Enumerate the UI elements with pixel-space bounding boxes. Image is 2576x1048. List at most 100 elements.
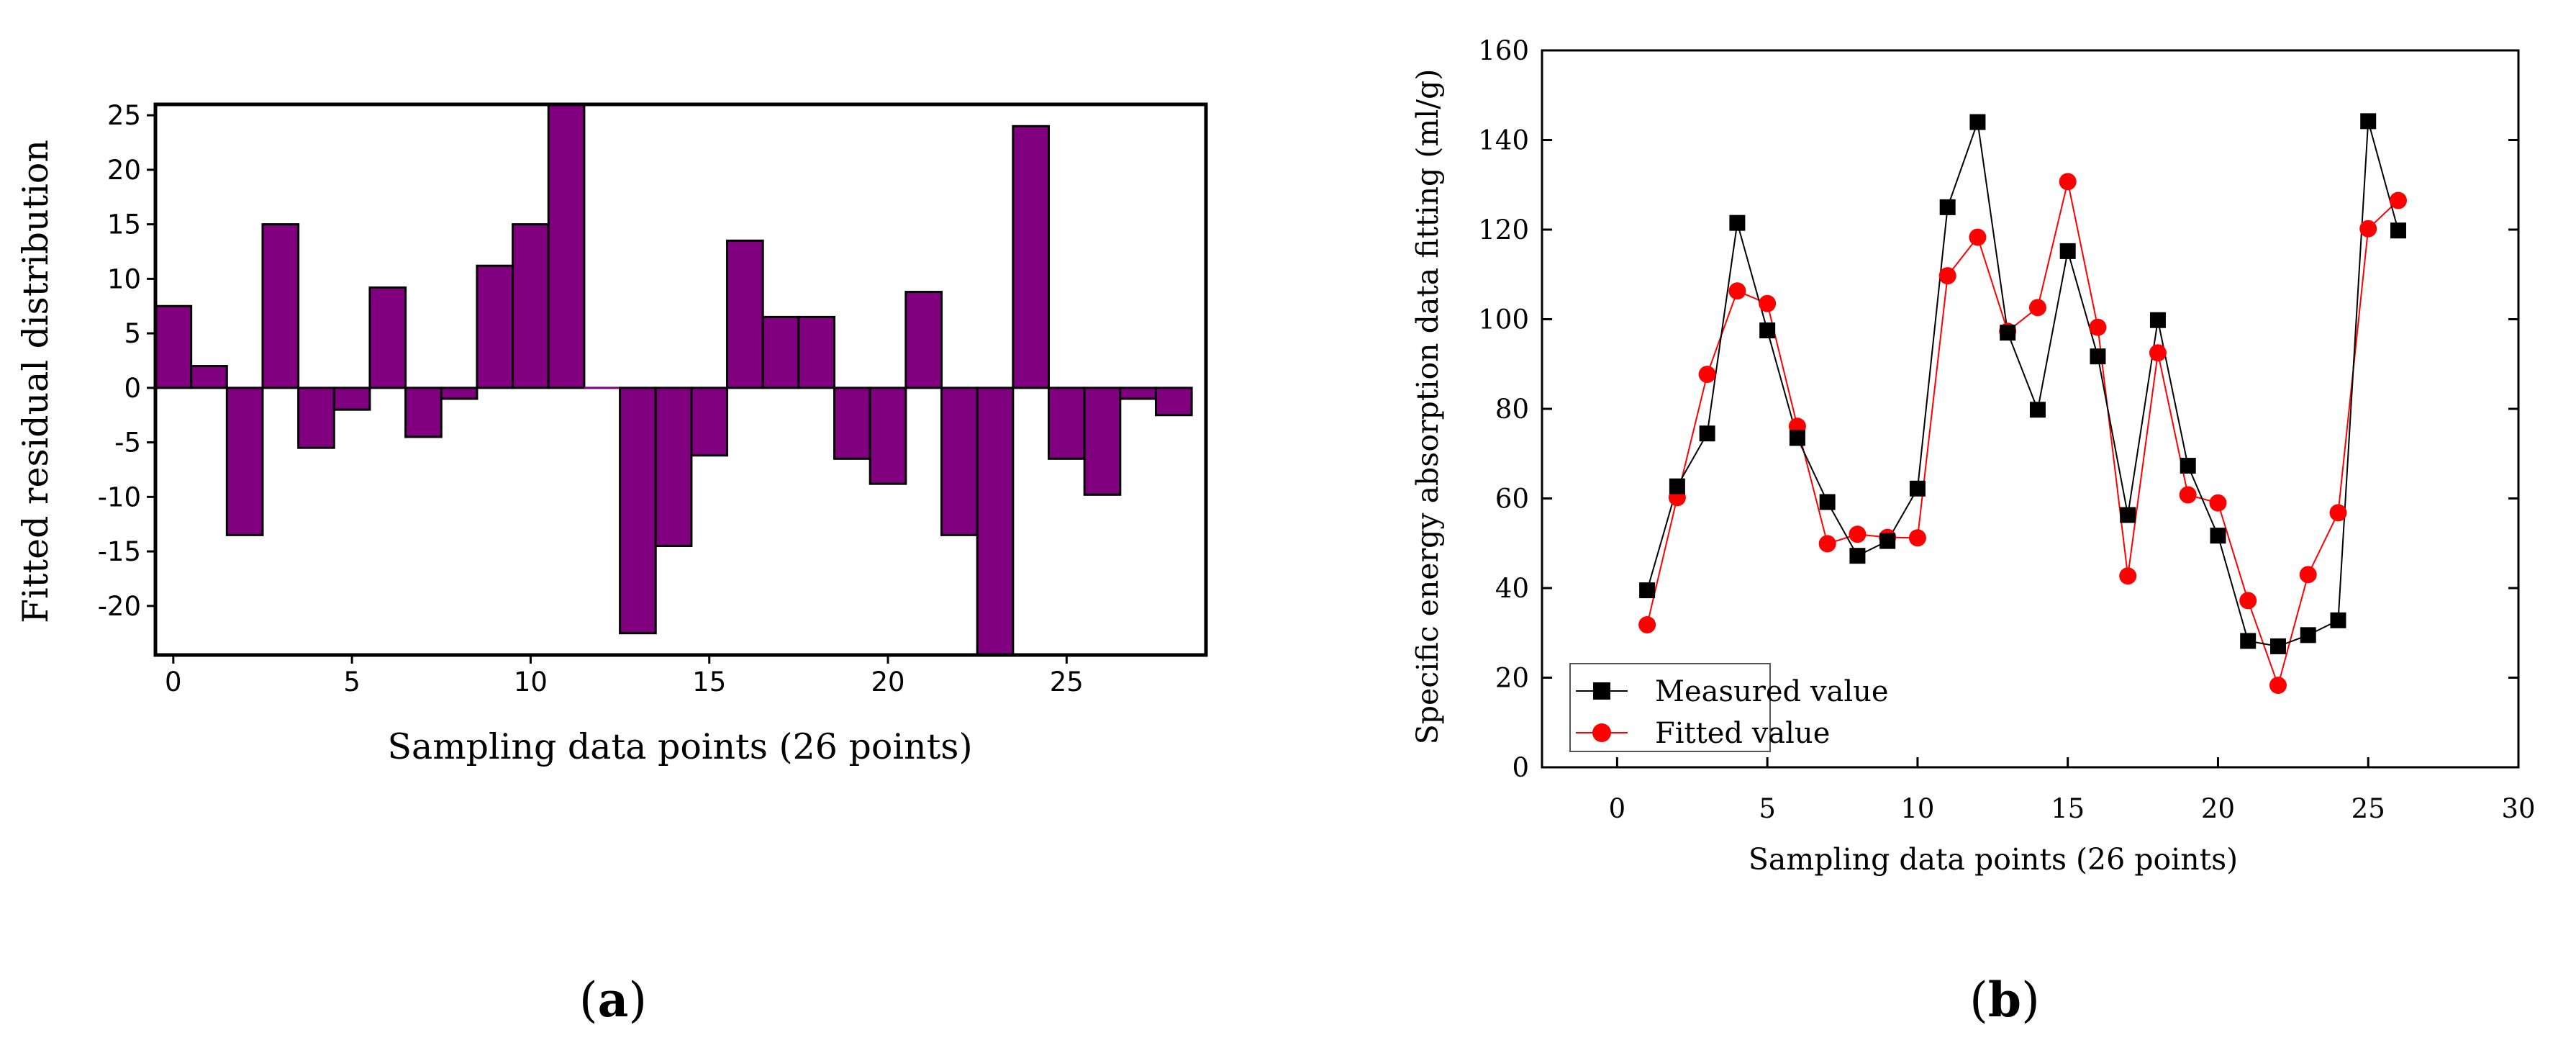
fitting-series-lines xyxy=(1646,121,2399,688)
fitted-point xyxy=(1908,529,1926,547)
fitting-x-tick-label: 10 xyxy=(1900,793,1934,824)
measured-point xyxy=(2390,222,2406,239)
legend-measured-label: Measured value xyxy=(1655,675,1889,708)
measured-point xyxy=(2330,612,2346,628)
fitting-y-tick-label: 120 xyxy=(1478,214,1529,245)
fitted-point xyxy=(1938,267,1956,285)
fitted-point xyxy=(2028,299,2046,317)
residual-x-tick-label: 20 xyxy=(871,667,904,697)
residual-bar xyxy=(940,387,979,536)
fitting-y-tick-label: 60 xyxy=(1495,484,1529,515)
residual-bar xyxy=(261,223,300,389)
residual-bar xyxy=(512,223,550,389)
fitting-x-tick-label: 0 xyxy=(1609,793,1626,824)
series-line-fitted xyxy=(1646,181,2399,688)
residual-y-tick-label: -15 xyxy=(98,536,141,567)
residual-bar xyxy=(1047,387,1086,460)
measured-point xyxy=(1639,582,1656,599)
residual-bar xyxy=(869,387,907,485)
fitted-point xyxy=(2209,494,2227,512)
residual-bar xyxy=(904,291,943,389)
fitted-point xyxy=(2149,344,2167,362)
fitting-series-markers xyxy=(1638,113,2407,695)
fitting-y-tick-label: 100 xyxy=(1478,304,1529,335)
measured-point xyxy=(1789,430,1805,446)
fitting-legend: Measured value Fitted value xyxy=(1569,663,1889,752)
measured-point xyxy=(2300,627,2316,643)
residual-x-axis-label: Sampling data points (26 points) xyxy=(387,726,972,767)
measured-point xyxy=(1759,322,1776,339)
panel-b-caption: (b) xyxy=(1969,972,2040,1028)
residual-bar xyxy=(154,304,193,389)
residual-bar xyxy=(1154,387,1193,417)
fitted-point xyxy=(2359,220,2377,238)
residual-bar xyxy=(440,387,479,400)
residual-x-tick-label: 15 xyxy=(692,667,726,697)
legend-measured-marker xyxy=(1593,682,1610,700)
measured-point xyxy=(1699,425,1715,442)
residual-bar xyxy=(690,387,729,457)
fitting-y-tick-label: 160 xyxy=(1478,35,1529,66)
measured-point xyxy=(2059,243,2076,259)
panel-a-residual-chart: Fitted residual distribution Sampling da… xyxy=(15,100,1208,1028)
fitted-point xyxy=(2239,592,2257,610)
fitting-y-tick-label: 0 xyxy=(1512,752,1529,783)
residual-bar xyxy=(404,387,443,438)
residual-bar xyxy=(547,103,586,389)
fitted-point xyxy=(1728,282,1746,300)
residual-bar xyxy=(976,387,1015,656)
fitted-point xyxy=(1818,535,1836,553)
measured-point xyxy=(2360,113,2377,130)
measured-point xyxy=(2120,507,2136,523)
measured-point xyxy=(1879,533,1896,549)
measured-point xyxy=(2029,402,2046,418)
fitting-plot-frame xyxy=(1541,49,2520,769)
residual-y-tick-label: 10 xyxy=(107,263,141,294)
residual-bar xyxy=(190,365,228,389)
fitted-point xyxy=(1969,228,1987,246)
residual-x-tick-label: 10 xyxy=(514,667,548,697)
residual-bar xyxy=(476,264,514,389)
residual-bar xyxy=(1083,387,1122,496)
residual-y-tick-label: -5 xyxy=(114,428,141,458)
residual-bar xyxy=(1012,125,1050,389)
residual-bar xyxy=(1119,387,1157,400)
residual-bar xyxy=(332,387,371,411)
fitted-point xyxy=(1638,616,1656,634)
fitted-point xyxy=(2299,566,2317,584)
residual-bar xyxy=(619,387,657,635)
residual-bar xyxy=(368,286,407,389)
residual-bar xyxy=(225,387,264,536)
residual-y-tick-label: 0 xyxy=(124,373,141,404)
fitted-point xyxy=(2179,486,2197,504)
fitting-x-tick-label: 25 xyxy=(2351,793,2385,824)
fitted-point xyxy=(2119,567,2137,585)
fitted-point xyxy=(1759,294,1777,312)
fitted-point xyxy=(1698,366,1716,384)
fitted-point xyxy=(2269,677,2287,695)
measured-point xyxy=(2269,638,2286,654)
panel-b-fitting-chart: Specific energy absorption data fitting … xyxy=(1410,35,2536,1028)
fitted-point xyxy=(2329,504,2347,522)
residual-bars xyxy=(154,103,1193,656)
measured-point xyxy=(1939,199,1956,215)
fitting-y-axis-label: Specific energy absorption data fitting … xyxy=(1410,69,1445,745)
measured-point xyxy=(2149,312,2166,328)
fitting-y-tick-label: 80 xyxy=(1495,394,1529,425)
fitting-y-tick-label: 40 xyxy=(1495,573,1529,604)
residual-y-tick-label: 15 xyxy=(107,209,141,240)
residual-y-tick-label: -20 xyxy=(98,591,141,622)
measured-point xyxy=(1849,548,1866,564)
fitting-ticks: 0 20 40 60 80 100 120 140 160 0 5 10 15 20 25 30 xyxy=(1478,35,2535,824)
fitted-point xyxy=(2059,173,2077,191)
measured-point xyxy=(1669,478,1685,494)
residual-y-tick-label: 5 xyxy=(124,318,141,349)
residual-bar xyxy=(726,239,764,389)
measured-point xyxy=(2090,348,2106,365)
measured-point xyxy=(2000,325,2016,341)
residual-ticks: 25 20 15 10 5 0 -5 -10 -15 -20 0 5 10 15 20 25 xyxy=(98,100,1084,697)
residual-y-tick-label: -10 xyxy=(98,482,141,512)
fitting-y-tick-label: 20 xyxy=(1495,663,1529,694)
residual-x-tick-label: 25 xyxy=(1050,667,1084,697)
residual-x-tick-label: 0 xyxy=(165,667,182,697)
